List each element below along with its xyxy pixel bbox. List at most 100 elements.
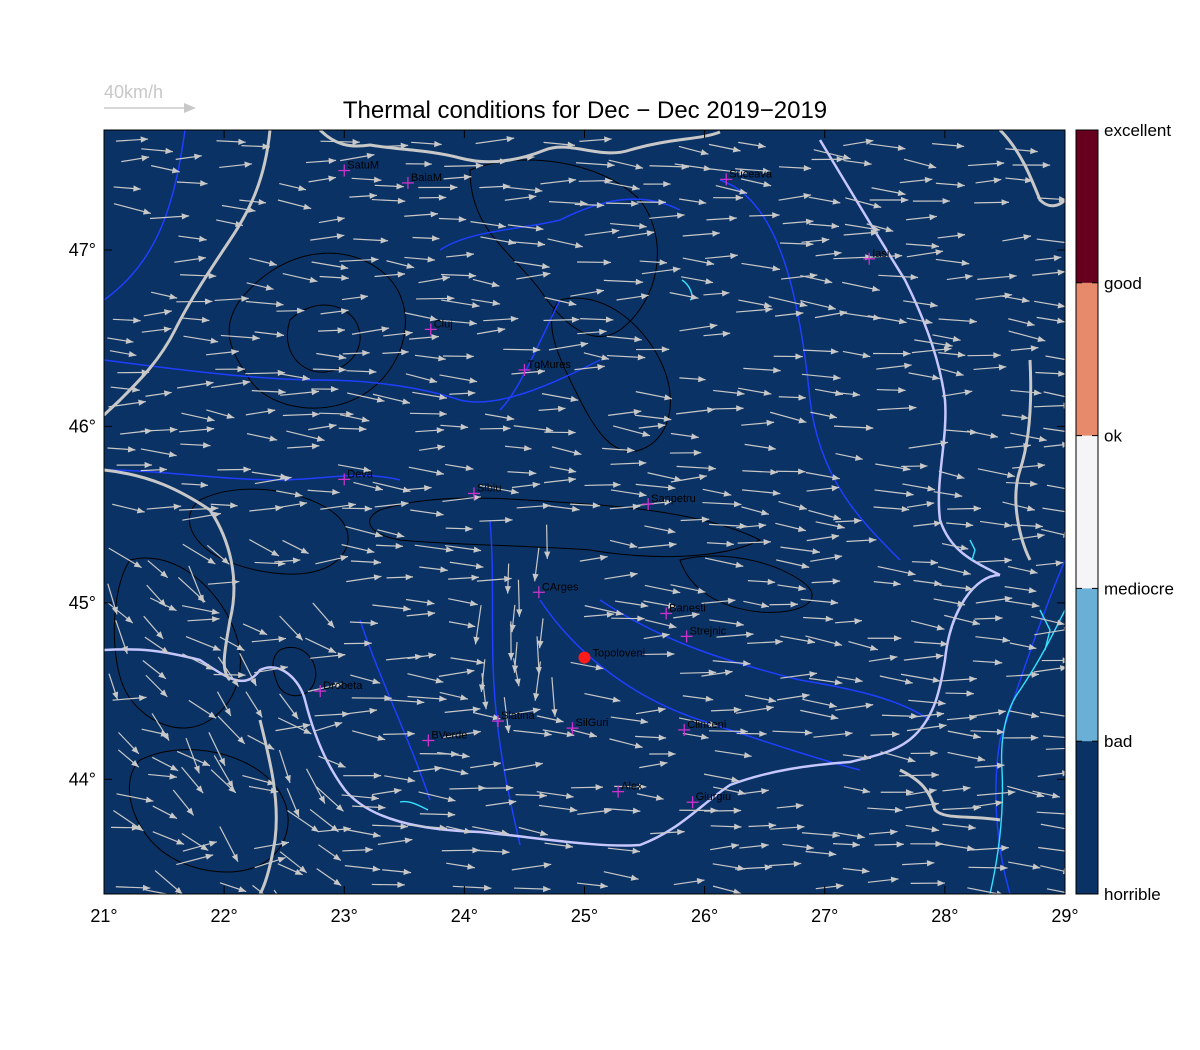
city-marker[interactable]: TgMures bbox=[518, 359, 571, 376]
wind-arrow bbox=[448, 574, 479, 581]
wind-arrow bbox=[1002, 234, 1032, 242]
city-marker[interactable]: Suceava bbox=[720, 168, 773, 186]
city-label: BaiaM bbox=[411, 172, 442, 184]
city-marker[interactable]: Alex bbox=[612, 781, 643, 798]
city-marker[interactable]: CArges bbox=[532, 581, 579, 599]
city-marker[interactable]: Cluj bbox=[424, 318, 453, 336]
wind-arrow bbox=[901, 462, 928, 470]
wind-arrow bbox=[747, 638, 783, 646]
city-marker[interactable]: Sibiu bbox=[467, 482, 501, 500]
wind-arrow bbox=[108, 547, 142, 569]
wind-arrow bbox=[614, 600, 649, 609]
wind-arrow bbox=[347, 707, 378, 715]
city-label: Iasi bbox=[872, 248, 889, 260]
city-marker[interactable]: Drobeta bbox=[314, 680, 363, 698]
wind-arrow bbox=[1009, 642, 1037, 651]
river-line bbox=[499, 299, 561, 411]
city-marker[interactable]: Clinceni bbox=[678, 719, 726, 736]
wind-arrow bbox=[503, 761, 543, 771]
wind-arrow bbox=[835, 618, 862, 625]
wind-arrow bbox=[803, 348, 839, 355]
wind-arrow bbox=[472, 826, 510, 836]
wind-arrow bbox=[938, 351, 966, 358]
city-marker[interactable]: BVerde bbox=[422, 729, 467, 747]
wind-arrow bbox=[780, 635, 816, 645]
wind-arrow bbox=[808, 196, 841, 205]
wind-arrow bbox=[107, 337, 134, 345]
wind-arrow bbox=[868, 654, 898, 662]
contour-line bbox=[469, 159, 658, 337]
wind-arrow bbox=[1000, 295, 1030, 303]
river-line bbox=[439, 198, 681, 251]
wind-arrow bbox=[742, 468, 778, 476]
wind-arrow bbox=[802, 698, 837, 709]
wind-arrow bbox=[472, 278, 500, 288]
wind-arrow bbox=[636, 793, 664, 801]
wind-arrow bbox=[778, 500, 808, 511]
wind-arrow bbox=[342, 846, 373, 853]
wind-arrow bbox=[113, 185, 141, 192]
wind-arrow bbox=[702, 488, 732, 497]
wind-arrow bbox=[273, 889, 278, 894]
city-marker[interactable]: BaiaM bbox=[401, 172, 442, 189]
wind-arrow bbox=[938, 367, 964, 377]
wind-arrow bbox=[780, 546, 821, 555]
wind-arrow bbox=[319, 410, 354, 418]
wind-arrow bbox=[479, 517, 513, 524]
city-marker[interactable]: SilGuri bbox=[566, 717, 609, 735]
wind-arrow bbox=[372, 788, 402, 796]
highlight-location[interactable]: Topoloveni bbox=[578, 648, 646, 664]
wind-arrow bbox=[242, 623, 268, 636]
wind-arrow bbox=[939, 584, 974, 592]
city-marker[interactable]: Sanpetru bbox=[642, 493, 696, 511]
wind-arrow bbox=[744, 694, 777, 704]
wind-arrow bbox=[315, 555, 349, 565]
wind-arrow bbox=[974, 762, 1005, 769]
wind-arrow bbox=[603, 278, 644, 285]
city-marker[interactable]: Banesti bbox=[660, 602, 706, 620]
wind-arrow bbox=[377, 529, 405, 538]
wind-arrow bbox=[439, 374, 478, 384]
city-marker[interactable]: Iasi bbox=[863, 248, 889, 265]
wind-arrow bbox=[408, 466, 444, 476]
wind-arrow bbox=[643, 180, 671, 188]
wind-arrow bbox=[241, 143, 270, 150]
city-label: Strejnic bbox=[690, 625, 727, 637]
wind-arrow bbox=[1001, 414, 1029, 421]
wind-arrow bbox=[386, 574, 414, 581]
wind-arrow bbox=[182, 316, 210, 323]
city-marker[interactable]: Giurgiu bbox=[686, 791, 731, 809]
city-marker[interactable]: Slatina bbox=[492, 710, 536, 728]
map-area[interactable]: SatuM BaiaM Suceava Iasi Cluj TgMures Deva Sibi… bbox=[104, 130, 1084, 922]
wind-arrow bbox=[778, 394, 806, 401]
city-marker[interactable]: Strejnic bbox=[680, 625, 727, 643]
wind-arrow bbox=[351, 730, 386, 741]
city-marker[interactable]: SatuM bbox=[338, 160, 379, 177]
wind-arrow bbox=[251, 388, 286, 396]
wind-arrow bbox=[176, 380, 214, 389]
wind-arrow bbox=[583, 352, 610, 361]
wind-arrow bbox=[180, 442, 211, 449]
wind-arrow bbox=[815, 521, 845, 530]
wind-arrow bbox=[706, 215, 737, 222]
wind-arrow bbox=[638, 541, 677, 549]
city-marker[interactable]: Deva bbox=[338, 468, 374, 486]
country-border bbox=[258, 719, 278, 894]
city-label: Clinceni bbox=[687, 719, 726, 731]
wind-arrow bbox=[773, 353, 803, 360]
wind-arrow bbox=[445, 525, 473, 532]
wind-arrow bbox=[146, 503, 182, 510]
city-label: CArges bbox=[542, 581, 579, 593]
wind-arrow bbox=[805, 635, 843, 647]
highlight-location-dot[interactable] bbox=[578, 651, 591, 664]
wind-arrow bbox=[407, 673, 444, 684]
wind-arrow bbox=[217, 715, 246, 745]
wind-arrow bbox=[219, 161, 253, 169]
wind-arrow bbox=[977, 468, 1015, 479]
wind-arrow bbox=[867, 806, 903, 814]
wind-arrow bbox=[635, 391, 673, 401]
wind-arrow bbox=[908, 711, 945, 719]
wind-arrow bbox=[444, 162, 484, 169]
wind-arrow bbox=[536, 715, 564, 724]
wind-arrow bbox=[709, 619, 744, 627]
